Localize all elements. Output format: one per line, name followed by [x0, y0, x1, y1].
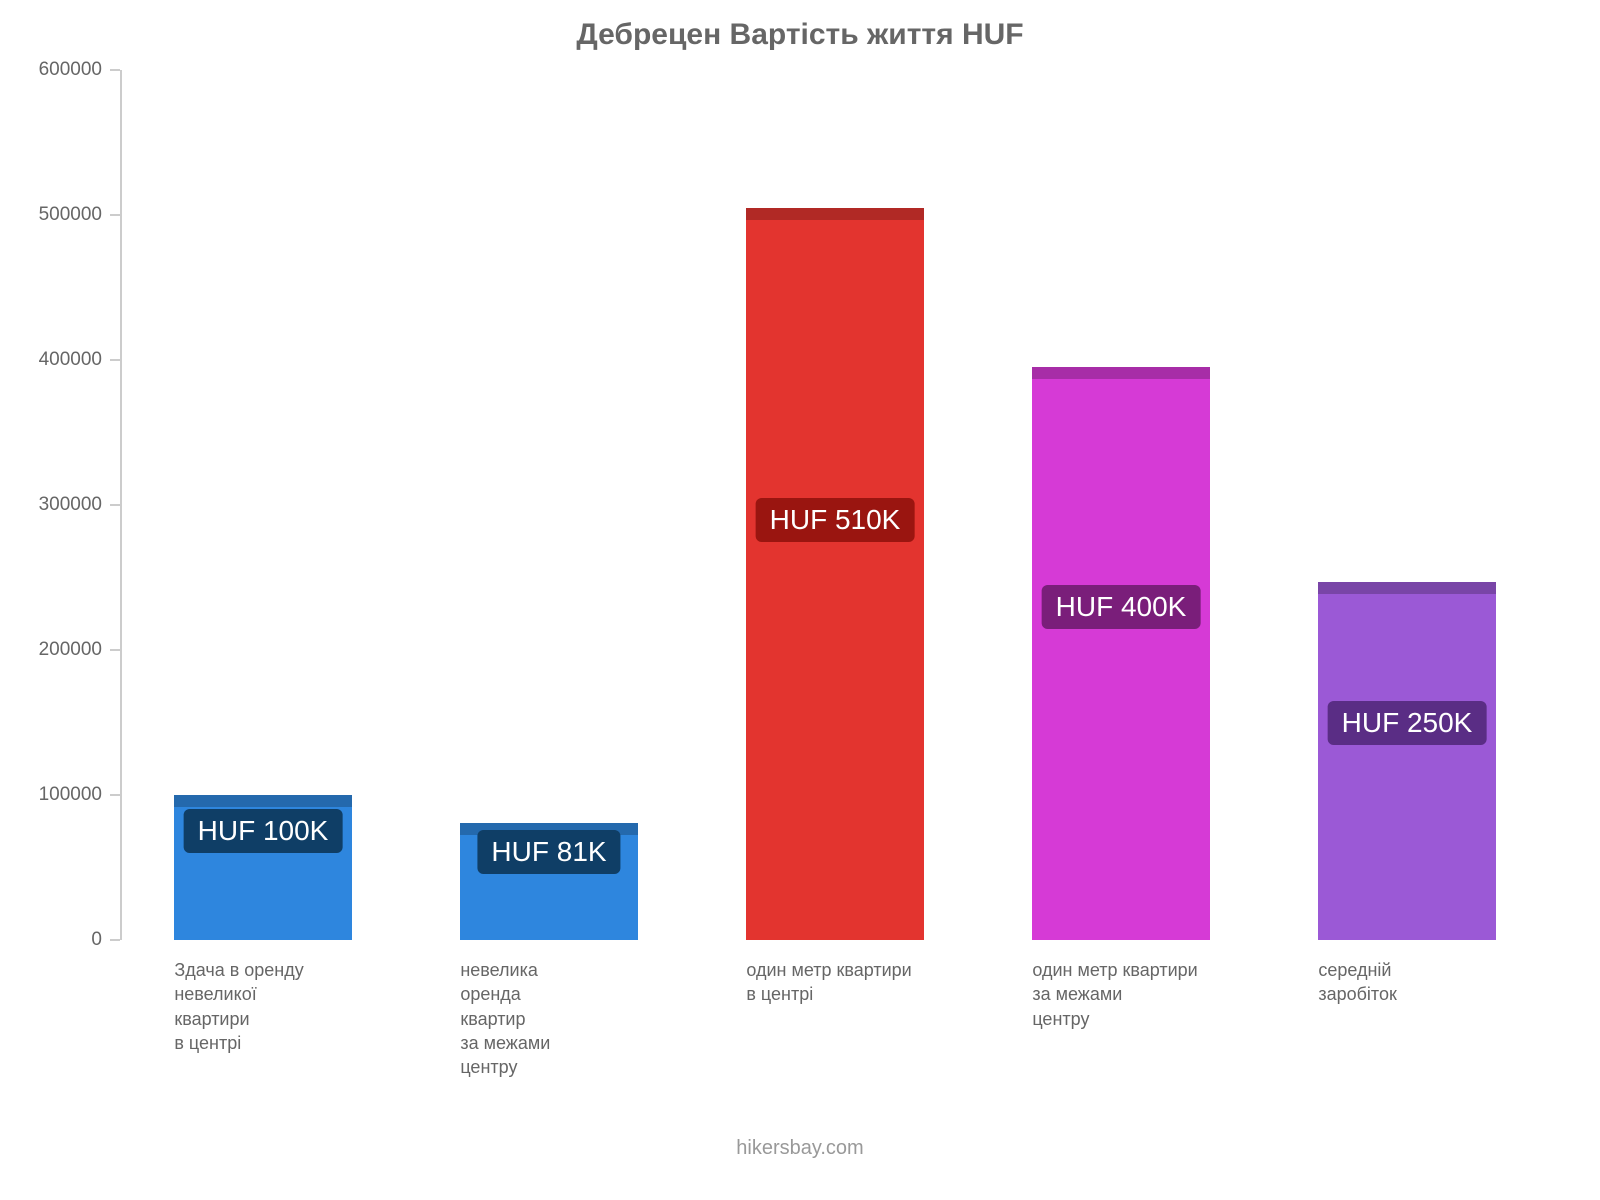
bar-top-cap — [746, 208, 923, 220]
y-tick-label: 0 — [91, 929, 102, 951]
y-tick-mark — [110, 504, 120, 506]
bar-value-label: HUF 100K — [184, 809, 343, 853]
y-tick-mark — [110, 214, 120, 216]
x-axis-label: невелика оренда квартир за межами центру — [460, 958, 732, 1079]
bar-top-cap — [1032, 367, 1209, 379]
y-tick-mark — [110, 359, 120, 361]
bar-value-label: HUF 510K — [756, 498, 915, 542]
bar — [1318, 582, 1495, 940]
bar-value-label: HUF 250K — [1328, 701, 1487, 745]
chart: Дебрецен Вартість життя HUF 010000020000… — [0, 0, 1600, 1200]
bar-value-label: HUF 81K — [477, 830, 620, 874]
plot-area: 0100000200000300000400000500000600000HUF… — [120, 70, 1550, 940]
y-tick-label: 300000 — [39, 494, 102, 516]
y-tick-mark — [110, 649, 120, 651]
bar-top-cap — [1318, 582, 1495, 594]
x-axis-label: середній заробіток — [1318, 958, 1590, 1007]
y-tick-label: 200000 — [39, 639, 102, 661]
y-tick-mark — [110, 69, 120, 71]
bar — [1032, 367, 1209, 940]
y-tick-label: 500000 — [39, 204, 102, 226]
bar-value-label: HUF 400K — [1042, 585, 1201, 629]
y-tick-label: 400000 — [39, 349, 102, 371]
bar — [746, 208, 923, 940]
y-tick-mark — [110, 794, 120, 796]
chart-title: Дебрецен Вартість життя HUF — [0, 18, 1600, 52]
x-axis-label: один метр квартири за межами центру — [1032, 958, 1304, 1031]
x-axis-label: один метр квартири в центрі — [746, 958, 1018, 1007]
y-tick-mark — [110, 939, 120, 941]
chart-footer: hikersbay.com — [0, 1137, 1600, 1160]
y-tick-label: 600000 — [39, 59, 102, 81]
bar-top-cap — [174, 795, 351, 807]
y-axis-line — [120, 70, 122, 940]
y-tick-label: 100000 — [39, 784, 102, 806]
x-axis-label: Здача в оренду невеликої квартири в цент… — [174, 958, 446, 1055]
